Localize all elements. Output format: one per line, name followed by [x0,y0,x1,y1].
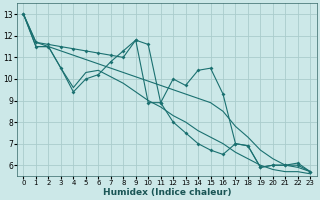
X-axis label: Humidex (Indice chaleur): Humidex (Indice chaleur) [103,188,231,197]
